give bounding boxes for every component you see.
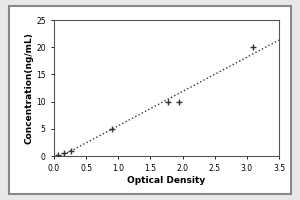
X-axis label: Optical Density: Optical Density [128, 176, 206, 185]
Y-axis label: Concentration(ng/mL): Concentration(ng/mL) [24, 32, 33, 144]
